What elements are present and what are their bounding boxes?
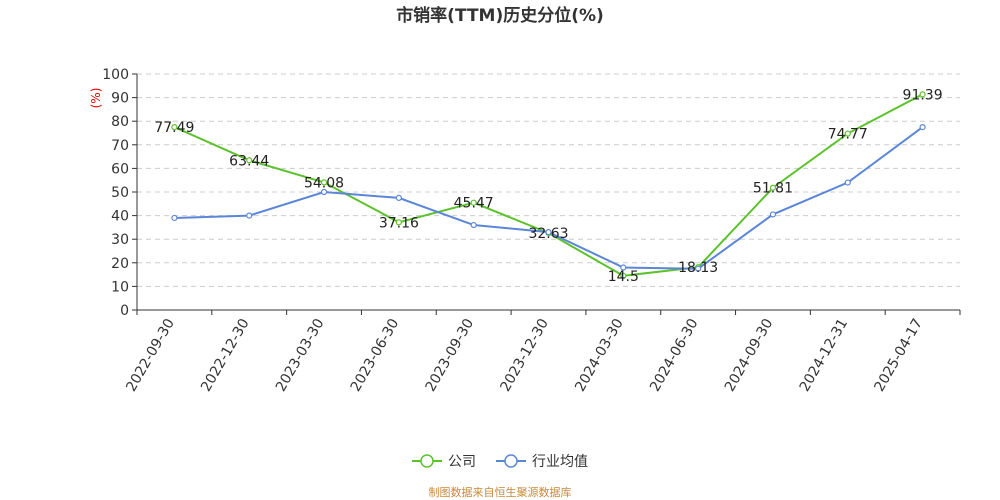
data-point (320, 179, 328, 186)
y-tick-label: 40 (111, 209, 129, 225)
series-line (174, 93, 924, 277)
y-tick-label: 20 (111, 256, 129, 272)
series-lines (171, 91, 926, 279)
source-note: 制图数据来自恒生聚源数据库 (429, 485, 572, 499)
data-label: 14.5 (608, 269, 639, 285)
data-label: 51.81 (753, 181, 793, 197)
data-point (769, 184, 777, 191)
data-point (171, 214, 178, 222)
legend[interactable]: 公司 行业均值 (412, 454, 588, 470)
y-tick-label: 100 (102, 67, 129, 83)
data-point (470, 199, 477, 206)
data-point (470, 221, 477, 229)
data-label: 63.44 (229, 153, 269, 169)
data-point (545, 229, 552, 236)
data-point (844, 179, 851, 186)
x-tick-label: 2023-09-30 (423, 316, 478, 394)
data-label: 91.39 (903, 87, 943, 103)
x-tick-label: 2025-04-17 (872, 316, 927, 394)
legend-marker-icon (504, 454, 518, 468)
data-label: 74.77 (828, 127, 868, 143)
data-point (844, 130, 851, 137)
y-tick-label: 70 (111, 138, 129, 154)
data-label: 54.08 (304, 175, 344, 191)
y-tick-label: 0 (120, 303, 129, 319)
data-label: 32.63 (528, 226, 568, 242)
data-label: 45.47 (454, 196, 494, 212)
x-tick-label: 2023-03-30 (273, 316, 328, 394)
series-line (174, 126, 924, 270)
legend-item[interactable]: 公司 (412, 454, 476, 470)
x-tick-label: 2023-06-30 (348, 316, 403, 394)
data-label: 18.13 (678, 260, 718, 276)
x-tick-label: 2022-09-30 (123, 316, 178, 394)
data-label: 77.49 (154, 120, 194, 136)
legend-marker-icon (420, 454, 434, 468)
y-axis-unit-label: (%) (89, 88, 103, 109)
y-tick-label: 30 (111, 232, 129, 248)
data-point (395, 219, 402, 226)
x-tick-label: 2024-12-31 (797, 316, 852, 394)
grid-lines (137, 73, 960, 287)
y-tick-label: 60 (111, 161, 129, 177)
data-point (246, 157, 253, 164)
data-point (919, 91, 926, 98)
y-tick-label: 10 (111, 279, 129, 295)
x-tick-label: 2024-09-30 (722, 316, 777, 394)
data-point (769, 211, 777, 218)
y-tick-label: 80 (111, 114, 129, 130)
legend-label: 行业均值 (532, 454, 588, 470)
data-point (320, 188, 328, 196)
x-tick-label: 2022-12-30 (198, 316, 253, 394)
x-tick-label: 2024-06-30 (647, 316, 702, 394)
data-point (171, 124, 178, 131)
data-point (695, 265, 702, 272)
legend-item[interactable]: 行业均值 (496, 454, 588, 470)
data-point (246, 212, 253, 219)
data-label: 37.16 (379, 215, 419, 231)
data-labels: 77.49 63.44 54.08 37.16 45.47 32.63 14.5 18.13 5… (154, 87, 942, 284)
y-tick-label: 50 (111, 185, 129, 201)
data-point (919, 123, 926, 131)
data-point (620, 272, 627, 279)
data-point (620, 264, 627, 271)
data-point (395, 194, 402, 201)
x-tick-label: 2023-12-30 (497, 316, 552, 394)
x-tick-label: 2024-03-30 (572, 316, 627, 394)
y-tick-label: 90 (111, 91, 129, 107)
legend-label: 公司 (448, 454, 476, 470)
chart-title: 市销率(TTM)历史分位(%) (396, 5, 604, 26)
